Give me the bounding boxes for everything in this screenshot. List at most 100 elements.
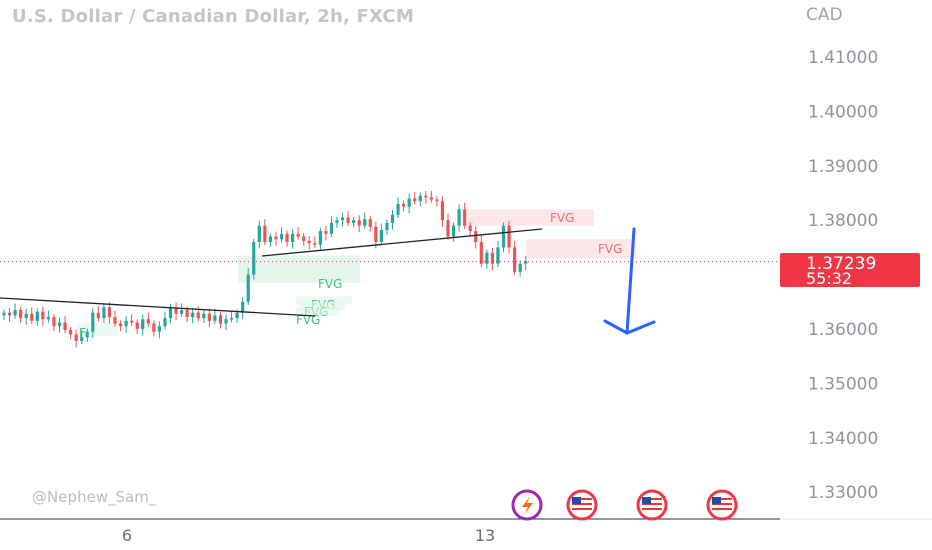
candle-body (30, 313, 34, 321)
y-axis: 1.41000 1.40000 1.39000 1.38000 1.36000 1.350… (808, 48, 878, 503)
event-icons[interactable] (511, 489, 738, 521)
candle-body (74, 334, 78, 341)
candle-body (479, 241, 483, 264)
candle-body (257, 225, 261, 242)
candle-body (490, 252, 494, 264)
chart-title: U.S. Dollar / Canadian Dollar, 2h, FXCM (12, 6, 414, 27)
x-tick-label: 6 (122, 526, 132, 545)
candle-body (413, 198, 417, 202)
candle-body (24, 313, 28, 319)
candle-body (102, 307, 106, 319)
fvg-label: F (79, 326, 86, 340)
candle-body (52, 317, 56, 327)
candle-body (191, 312, 195, 318)
candle-body (368, 219, 372, 227)
candle-body (457, 209, 461, 226)
candle-body (440, 201, 445, 221)
candle-body (474, 231, 478, 242)
candle-body (390, 214, 395, 223)
candle-body (407, 198, 411, 207)
candle-body (352, 220, 356, 223)
candle-body (374, 226, 378, 242)
candle-body (501, 225, 506, 248)
candle-body (35, 311, 39, 321)
x-axis: 6 13 (122, 526, 495, 545)
candle-body (46, 317, 50, 320)
candle-body (291, 233, 295, 242)
candle-body (279, 233, 284, 240)
candle-body (224, 319, 228, 324)
candle-body (91, 312, 95, 332)
candle-body (185, 309, 189, 318)
candle-body (152, 323, 156, 332)
candle-body (107, 307, 112, 318)
candle-body (518, 263, 522, 272)
us-flag-icon[interactable] (636, 489, 668, 521)
bar-countdown: 55:32 (806, 269, 853, 288)
candle-body (496, 247, 500, 264)
fvg-label: FVG (550, 211, 574, 225)
candle-body (218, 315, 223, 324)
last-price-value: 1.37239 (806, 254, 877, 274)
candle-body (451, 225, 456, 237)
candle-body (235, 312, 239, 319)
candle-body (524, 261, 528, 264)
trendlines (0, 228, 543, 317)
lightning-icon[interactable] (511, 489, 543, 521)
candle-body (285, 233, 289, 242)
candle-body (463, 209, 467, 226)
us-flag-icon[interactable] (706, 489, 738, 521)
fvg-label: FVG (318, 277, 342, 291)
candle-body (346, 217, 350, 223)
fvg-zone (296, 307, 340, 316)
candle-body (118, 323, 123, 327)
fvg-zones: FVGFVGFVGFVGFVGFVGF (78, 209, 636, 340)
candles (2, 190, 528, 348)
trendline-upper (261, 228, 543, 257)
candle-body (435, 199, 439, 202)
y-tick-label: 1.33000 (808, 483, 878, 503)
candle-body (135, 322, 139, 329)
candle-body (363, 219, 367, 226)
candle-body (396, 203, 400, 215)
candle-body (229, 318, 234, 320)
currency-label: CAD (806, 5, 843, 25)
candle-body (207, 313, 211, 321)
candle-body (174, 307, 178, 314)
candle-body (318, 231, 322, 245)
candle-body (69, 330, 73, 335)
candle-body (157, 326, 161, 332)
candle-body (340, 217, 345, 221)
down-arrow (603, 227, 656, 335)
last-price-badge: 1.37239 55:32 (780, 253, 920, 288)
author-watermark: @Nephew_Sam_ (32, 488, 157, 506)
candle-body (63, 322, 67, 331)
candle-body (268, 236, 272, 242)
candle-body (302, 236, 306, 241)
trendline-lower (0, 297, 316, 317)
candle-body (163, 318, 167, 327)
candle-body (507, 225, 511, 248)
candle-body (113, 317, 117, 324)
candle-body (241, 301, 245, 313)
candle-body (418, 195, 422, 202)
fvg-zone (468, 209, 594, 226)
candle-body (296, 233, 300, 237)
fvg-zone (526, 239, 636, 259)
candle-body (202, 313, 206, 319)
y-tick-label: 1.39000 (808, 157, 878, 177)
candle-body (274, 236, 278, 240)
us-flag-icon[interactable] (566, 489, 598, 521)
candle-body (446, 220, 450, 237)
y-tick-label: 1.41000 (808, 48, 878, 68)
candle-body (263, 225, 267, 242)
candle-body (141, 319, 145, 329)
candle-body (252, 241, 256, 275)
candle-body (485, 252, 489, 264)
candle-body (168, 307, 173, 319)
candle-body (130, 320, 134, 323)
y-tick-label: 1.34000 (808, 429, 878, 449)
candle-body (7, 312, 12, 316)
candle-body (80, 337, 84, 341)
